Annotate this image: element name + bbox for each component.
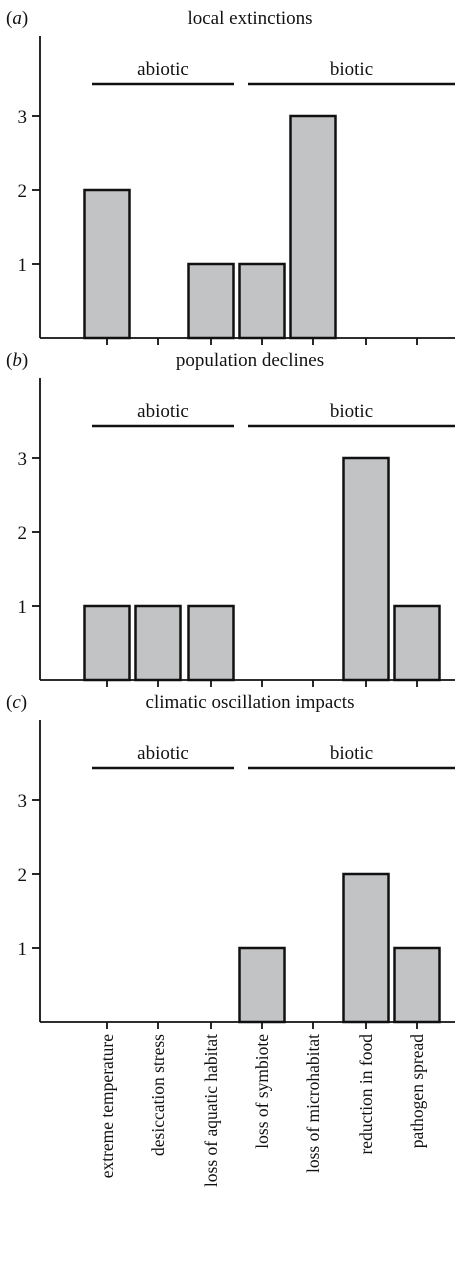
bar-c-7 [393,946,441,1024]
group-label-biotic: biotic [330,59,373,80]
chart-panel-b: (b) population declines abiotic biotic 1 2 3 [6,350,455,687]
category-label: loss of microhabitat [303,1034,323,1173]
panel-letter: (c) [6,692,27,713]
category-label: pathogen spread [407,1034,427,1148]
bar-b-1 [83,604,131,682]
category-label: reduction in food [356,1034,376,1155]
panel-letter-char: a [12,8,22,29]
y-tick-label: 3 [18,791,28,812]
bar-a-4 [238,262,286,340]
y-tick-label: 2 [18,865,28,886]
panel-letter: (b) [6,350,28,371]
y-tick-label: 1 [18,597,28,618]
bar-a-1 [83,188,131,340]
category-label: desiccation stress [148,1034,168,1156]
panel-title: population declines [176,350,324,371]
category-label: loss of aquatic habitat [201,1034,221,1187]
panel-title: climatic oscillation impacts [146,692,355,713]
panel-letter: (a) [6,8,28,29]
bar-b-3 [187,604,235,682]
panel-title: local extinctions [187,8,312,29]
bar-a-5 [289,114,337,340]
bar-b-6 [342,456,390,682]
y-tick-label: 1 [18,939,28,960]
category-label: loss of symbiote [252,1034,272,1149]
panel-letter-char: c [12,692,21,713]
y-tick-label: 3 [18,107,28,128]
group-label-biotic: biotic [330,401,373,422]
category-label: extreme temperature [97,1034,117,1179]
group-label-abiotic: abiotic [137,59,189,80]
group-label-abiotic: abiotic [137,401,189,422]
y-tick-label: 1 [18,255,28,276]
chart-panel-c: (c) climatic oscillation impacts abiotic bi… [6,692,455,1029]
bar-a-3 [187,262,235,340]
y-tick-label: 2 [18,523,28,544]
y-tick-label: 2 [18,181,28,202]
bar-b-2 [134,604,182,682]
chart-panel-a: (a) local extinctions abiotic biotic 1 2 3 [6,8,455,345]
bar-b-7 [393,604,441,682]
bar-c-4 [238,946,286,1024]
group-label-abiotic: abiotic [137,743,189,764]
panel-letter-char: b [12,350,22,371]
bar-c-6 [342,872,390,1024]
y-tick-label: 3 [18,449,28,470]
group-label-biotic: biotic [330,743,373,764]
